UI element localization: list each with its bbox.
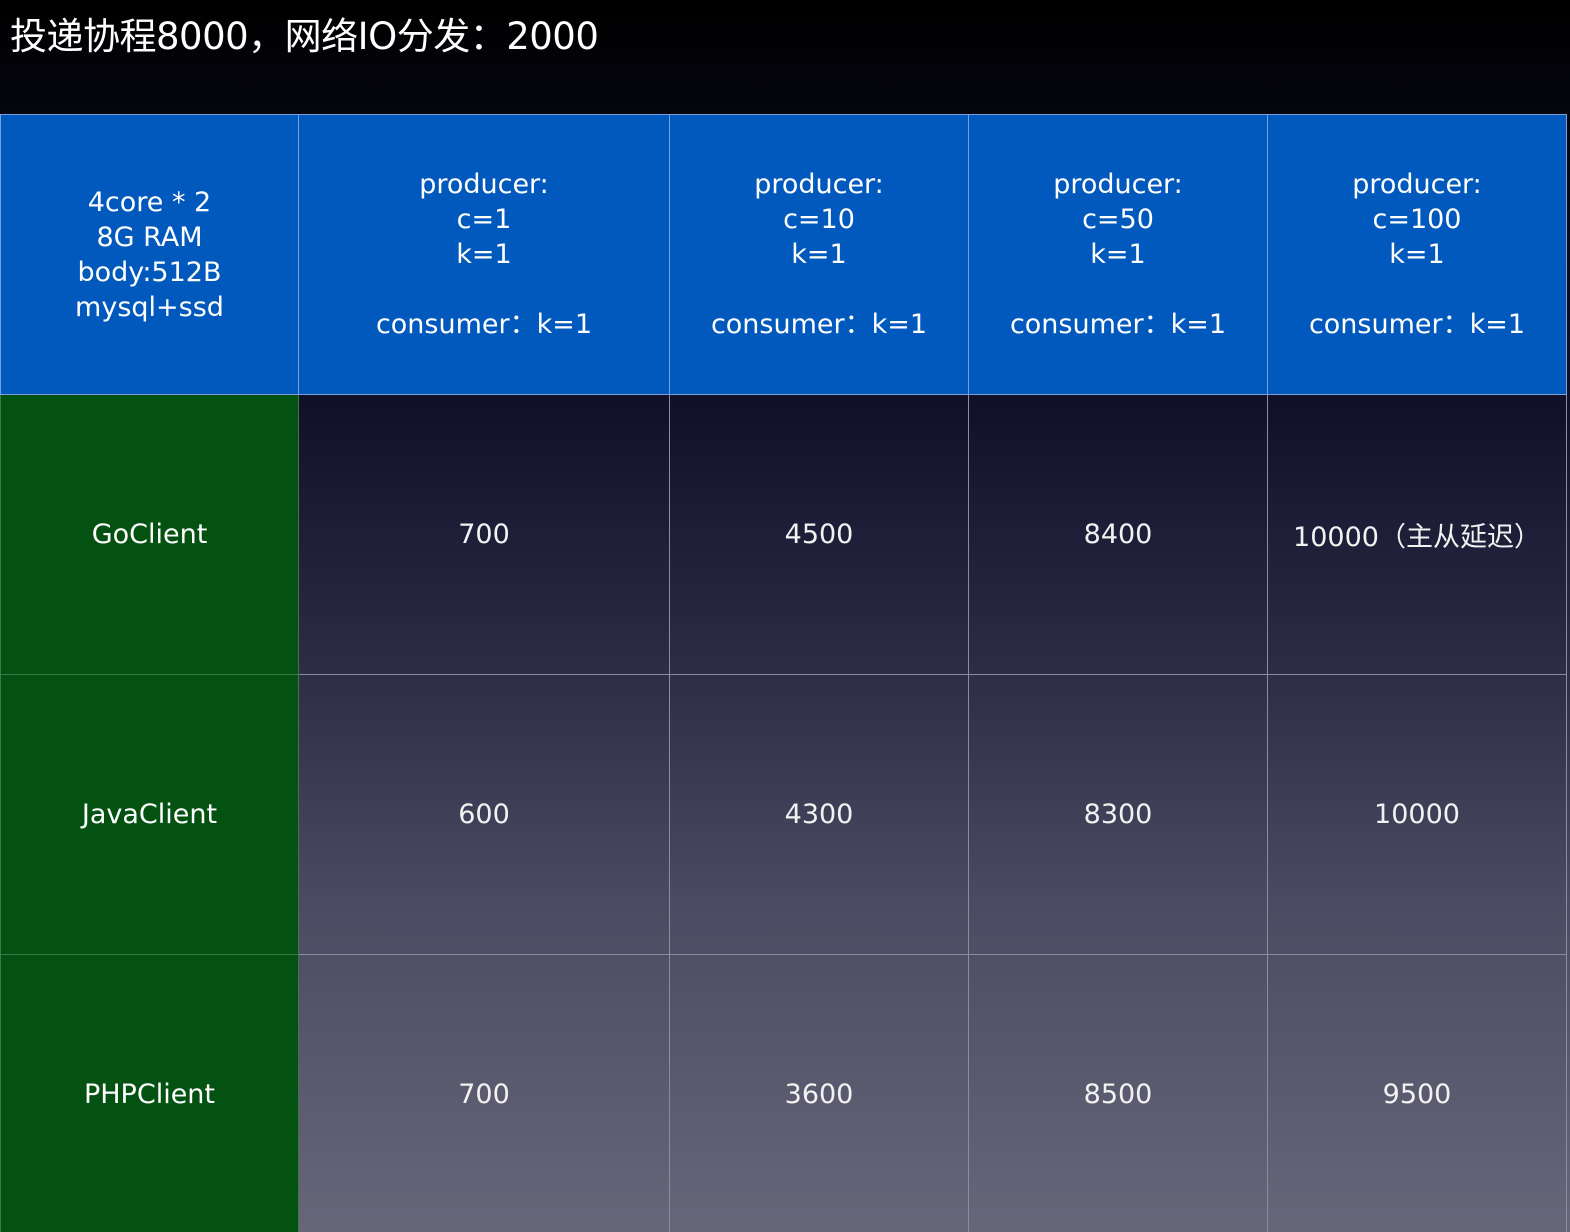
producer-label: producer: (1053, 169, 1183, 200)
table-cell: 4300 (669, 674, 969, 955)
column-header: producer: c=100 k=1 consumer：k=1 (1267, 114, 1567, 395)
producer-k: k=1 (1090, 239, 1146, 270)
config-body: body:512B (77, 256, 222, 288)
producer-concurrency: c=1 (456, 204, 512, 235)
client-name: GoClient (0, 394, 299, 675)
table-cell: 8300 (968, 674, 1268, 955)
client-name: PHPClient (0, 954, 299, 1232)
producer-k: k=1 (791, 239, 847, 270)
table-cell: 10000（主从延迟） (1267, 394, 1567, 675)
column-header: producer: c=50 k=1 consumer：k=1 (968, 114, 1268, 395)
producer-concurrency: c=100 (1372, 204, 1462, 235)
consumer-label: consumer：k=1 (1009, 309, 1227, 340)
producer-label: producer: (419, 169, 549, 200)
producer-concurrency: c=10 (783, 204, 855, 235)
table-row: GoClient 700 4500 8400 10000（主从延迟） (0, 394, 1567, 675)
table-cell: 10000 (1267, 674, 1567, 955)
table-cell: 8500 (968, 954, 1268, 1232)
producer-concurrency: c=50 (1082, 204, 1154, 235)
table-cell: 700 (298, 954, 670, 1232)
slide-title: 投递协程8000，网络IO分发：2000 (10, 15, 599, 58)
client-name: JavaClient (0, 674, 299, 955)
benchmark-table: 4core * 2 8G RAM body:512B mysql+ssd pro… (0, 114, 1567, 1232)
table-header-row: 4core * 2 8G RAM body:512B mysql+ssd pro… (0, 114, 1567, 395)
table-cell: 700 (298, 394, 670, 675)
config-ram: 8G RAM (96, 221, 203, 253)
table-row: JavaClient 600 4300 8300 10000 (0, 674, 1567, 955)
config-storage: mysql+ssd (75, 291, 224, 323)
column-header: producer: c=10 k=1 consumer：k=1 (669, 114, 969, 395)
table-cell: 9500 (1267, 954, 1567, 1232)
column-header: producer: c=1 k=1 consumer：k=1 (298, 114, 670, 395)
table-row: PHPClient 700 3600 8500 9500 (0, 954, 1567, 1232)
table-cell: 600 (298, 674, 670, 955)
config-cpu: 4core * 2 (87, 186, 212, 218)
config-cell: 4core * 2 8G RAM body:512B mysql+ssd (0, 114, 299, 395)
consumer-label: consumer：k=1 (1308, 309, 1526, 340)
producer-label: producer: (754, 169, 884, 200)
producer-label: producer: (1352, 169, 1482, 200)
table-cell: 3600 (669, 954, 969, 1232)
consumer-label: consumer：k=1 (710, 309, 928, 340)
producer-k: k=1 (1389, 239, 1445, 270)
consumer-label: consumer：k=1 (375, 309, 593, 340)
table-cell: 4500 (669, 394, 969, 675)
table-cell: 8400 (968, 394, 1268, 675)
producer-k: k=1 (456, 239, 512, 270)
